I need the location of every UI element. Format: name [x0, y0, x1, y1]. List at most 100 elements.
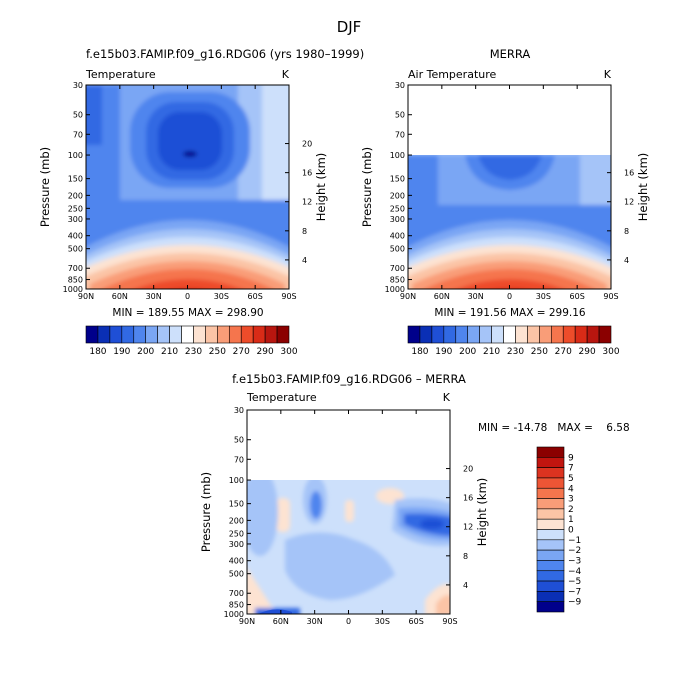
colorbar-box: [598, 325, 612, 344]
colorbar-box: [536, 529, 565, 541]
colorbar-label: 290: [257, 347, 274, 357]
colorbar-label: −7: [568, 587, 581, 597]
x-tick-label: 0: [346, 617, 351, 626]
y2-axis-label: Height (km): [314, 153, 328, 222]
colorbar-box: [536, 560, 565, 572]
colorbar-box: [536, 457, 565, 468]
colorbar-box: [574, 325, 588, 344]
x-tick-label: 0: [507, 292, 512, 301]
y-tick-label: 500: [68, 245, 83, 254]
colorbar-label: 200: [137, 347, 154, 357]
y-tick-label: 50: [234, 436, 244, 445]
colorbar-label: 3: [568, 495, 574, 505]
colorbar-box: [205, 325, 218, 344]
colorbar-label: −4: [568, 567, 582, 577]
colorbar-label: 2: [568, 505, 574, 515]
x-tick-label: 30S: [536, 292, 551, 301]
x-tick-label: 30S: [214, 292, 229, 301]
y-tick-label: 150: [68, 175, 83, 184]
y2-tick-label: 4: [463, 581, 468, 590]
x-tick-label: 30N: [146, 292, 162, 301]
panel-variable: Air Temperature: [408, 68, 497, 81]
panel-model: f.e15b03.FAMIP.f09_g16.RDG06 (yrs 1980–1…: [38, 47, 364, 357]
colorbar-box: [169, 325, 182, 344]
x-tick-label: 90S: [281, 292, 296, 301]
colorbar-box: [145, 325, 158, 344]
contour-field: [408, 85, 611, 289]
y2-tick-label: 12: [624, 198, 634, 207]
x-tick-label: 60S: [409, 617, 424, 626]
panel-variable: Temperature: [85, 68, 156, 81]
figure-title: DJF: [337, 18, 362, 36]
colorbar-label: 7: [568, 464, 574, 474]
colorbar-label: 4: [568, 484, 574, 494]
colorbar-box: [550, 325, 564, 344]
colorbar-label: 5: [568, 474, 574, 484]
y-tick-label: 200: [390, 191, 405, 200]
y-tick-label: 400: [229, 557, 244, 566]
colorbar: 180 190 200 210 230 250 270 290 300: [407, 325, 620, 357]
panel-stats: MIN = -14.78 MAX = 6.58: [478, 422, 630, 434]
colorbar-box: [217, 325, 230, 344]
colorbar-label: 250: [531, 347, 548, 357]
y-tick-label: 100: [68, 151, 83, 160]
colorbar-box: [157, 325, 170, 344]
colorbar-label: −1: [568, 536, 581, 546]
y-tick-label: 300: [390, 215, 405, 224]
colorbar: 180 190 200 210 230 250 270 290 300: [85, 325, 298, 357]
y-tick-label: 30: [73, 81, 83, 90]
y2-axis-label: Height (km): [475, 478, 489, 547]
y-tick-label: 700: [390, 264, 405, 273]
panel-difference: f.e15b03.FAMIP.f09_g16.RDG06 – MERRA Tem…: [199, 372, 630, 626]
colorbar-box: [527, 325, 540, 344]
colorbar-box: [536, 467, 565, 479]
colorbar-box: [276, 325, 290, 344]
y-tick-label: 1000: [385, 285, 405, 294]
colorbar-box: [536, 549, 565, 561]
colorbar-label: 270: [555, 347, 572, 357]
colorbar-label: −5: [568, 577, 581, 587]
colorbar-label: 230: [185, 347, 202, 357]
colorbar-label: 200: [459, 347, 476, 357]
colorbar-label: 180: [411, 347, 428, 357]
colorbar-box: [536, 591, 565, 602]
x-tick-label: 60S: [248, 292, 263, 301]
y-tick-label: 250: [229, 529, 244, 538]
y2-tick-label: 4: [302, 256, 307, 265]
colorbar-box: [536, 508, 565, 520]
colorbar-label: 180: [89, 347, 106, 357]
colorbar-box: [109, 325, 123, 344]
colorbar-box: [536, 498, 565, 510]
panel-units: K: [443, 391, 451, 404]
y2-tick-label: 16: [624, 169, 634, 178]
colorbar-box: [515, 325, 528, 344]
y-tick-label: 70: [395, 130, 405, 139]
colorbar-box: [562, 325, 576, 344]
panel-units: K: [282, 68, 290, 81]
x-tick-label: 90N: [400, 292, 416, 301]
colorbar-box: [264, 325, 278, 344]
colorbar-label: 0: [568, 526, 574, 536]
y-tick-label: 30: [234, 406, 244, 415]
x-tick-label: 60N: [434, 292, 450, 301]
y-tick-label: 100: [390, 151, 405, 160]
colorbar-label: 290: [579, 347, 596, 357]
colorbar-box: [536, 539, 565, 551]
y-tick-label: 400: [68, 232, 83, 241]
panel-stats: MIN = 191.56 MAX = 299.16: [434, 307, 586, 319]
colorbar-box: [536, 518, 565, 530]
y-tick-label: 700: [229, 589, 244, 598]
y-tick-label: 70: [73, 130, 83, 139]
colorbar-label: 300: [602, 347, 619, 357]
colorbar-box: [121, 325, 135, 344]
x-tick-label: 60N: [273, 617, 289, 626]
colorbar-box: [240, 325, 254, 344]
y-tick-label: 50: [73, 111, 83, 120]
colorbar-label: 210: [483, 347, 500, 357]
y-tick-label: 500: [229, 570, 244, 579]
colorbar-box: [443, 325, 457, 344]
x-tick-label: 0: [185, 292, 190, 301]
y-tick-label: 150: [390, 175, 405, 184]
x-tick-label: 90S: [603, 292, 618, 301]
